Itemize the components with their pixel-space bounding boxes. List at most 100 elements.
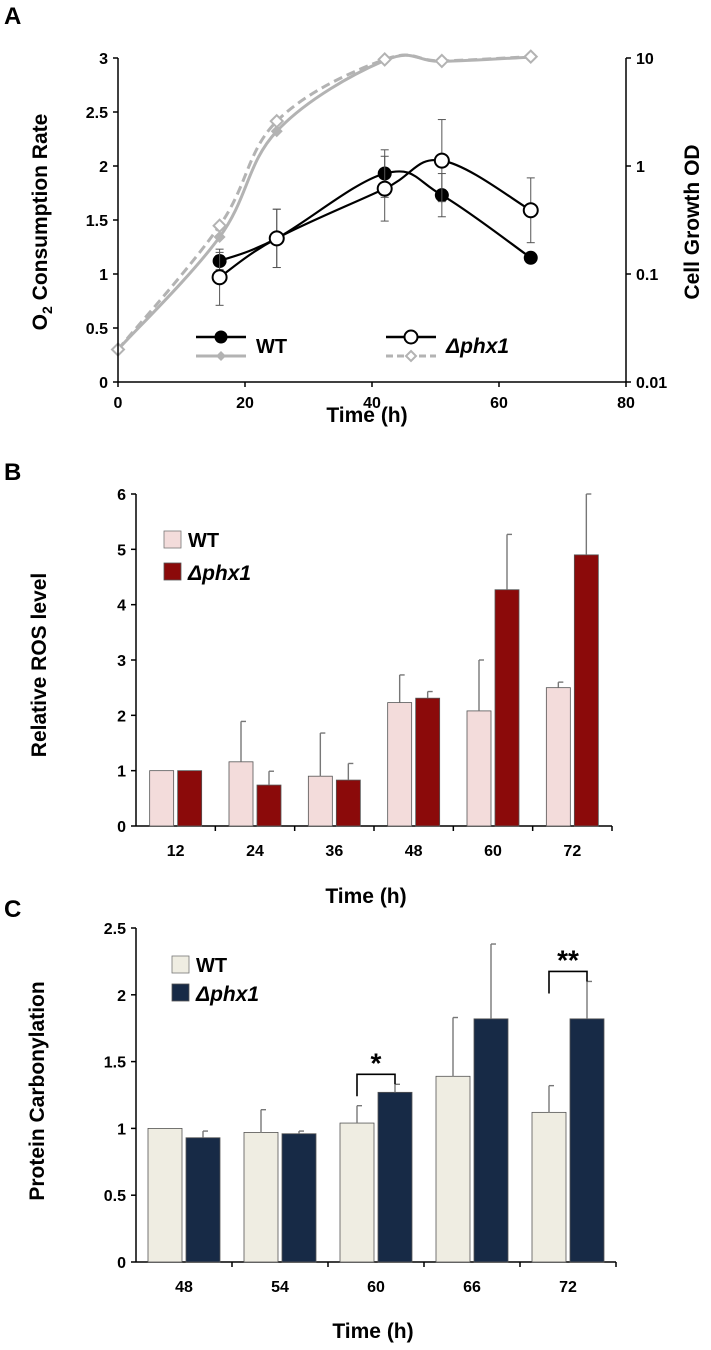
wt-bar — [466, 710, 492, 827]
mutant-bar — [177, 770, 203, 827]
panel-c-y-tick-label: 0 — [117, 1255, 126, 1272]
panel-b-y-tick-label: 0 — [117, 819, 126, 836]
panel-b-x-tick-label: 48 — [405, 843, 423, 860]
panel-b-y-tick-label: 6 — [117, 487, 126, 504]
wt-bar — [387, 702, 413, 827]
panel-a-y2-tick-label: 0.01 — [636, 375, 667, 392]
panel-a-line-chart: 0 0.5 1 1.5 2 2.5 3 0 20 40 60 800.01 0.1 1 10 Time (h… — [29, 49, 704, 427]
wt-bar — [243, 1132, 279, 1263]
legend-wt-label: WT — [256, 336, 287, 358]
mutant-growth-point — [269, 113, 285, 129]
legend-wt-swatch — [171, 955, 190, 974]
panel-label-b: B — [4, 459, 21, 486]
panel-a-x-tick-label: 0 — [114, 395, 123, 412]
panel-b-x-axis-label: Time (h) — [325, 885, 406, 908]
panel-b-x-tick-label: 12 — [167, 843, 185, 860]
mutant-o2-point — [522, 202, 539, 219]
panel-c-y-tick-label: 1.5 — [104, 1055, 126, 1072]
mutant-bar — [494, 589, 520, 827]
panel-label-a: A — [4, 3, 21, 30]
significance-bracket — [548, 970, 588, 994]
panel-b-x-tick-label: 60 — [484, 843, 502, 860]
panel-a-x-tick-label: 20 — [236, 395, 254, 412]
panel-c-y-tick-label: 1 — [117, 1121, 126, 1138]
wt-o2-line — [219, 170, 532, 263]
panel-c-legend: WT Δphx1 — [171, 955, 259, 1006]
panel-c-y-tick-label: 2 — [117, 988, 126, 1005]
mutant-bar — [185, 1137, 221, 1263]
wt-bar — [307, 775, 333, 827]
wt-growth-line — [116, 53, 531, 351]
panel-a-y2-axis-label: Cell Growth OD — [681, 144, 704, 299]
significance-marker: * — [371, 1047, 382, 1078]
panel-b-legend: WT Δphx1 — [163, 530, 251, 585]
panel-b-y-tick-label: 5 — [117, 542, 126, 559]
wt-bar — [339, 1122, 375, 1263]
panel-a-x-axis-label: Time (h) — [326, 404, 407, 427]
y-label-o: O — [29, 314, 52, 330]
panel-b-y-tick-label: 3 — [117, 653, 126, 670]
mutant-bar — [377, 1091, 413, 1263]
panel-a-x-tick-label: 80 — [617, 395, 635, 412]
mutant-o2-point — [433, 152, 450, 169]
panel-a-y-axis-label: O2 Consumption Rate — [29, 114, 55, 331]
legend-mut-growth-marker — [404, 349, 418, 363]
legend-wt-label: WT — [196, 955, 227, 977]
panel-a-x-tick-label: 60 — [490, 395, 508, 412]
panel-a-y-tick-label: 0.5 — [86, 321, 108, 338]
panel-c-bar-chart: 00.511.522.548 54 60 66 72 *** Time (h) Prot… — [26, 921, 617, 1343]
panel-c-x-tick-label: 54 — [271, 1279, 289, 1296]
wt-o2-point — [523, 250, 538, 265]
panel-c-x-tick-label: 72 — [559, 1279, 577, 1296]
panel-c-x-axis-label: Time (h) — [332, 1320, 413, 1343]
wt-bar — [228, 761, 254, 827]
legend-wt-label: WT — [188, 530, 219, 552]
legend-mut-o2-marker — [403, 329, 419, 345]
mutant-o2-point — [376, 180, 393, 197]
panel-b-y-tick-label: 1 — [117, 764, 126, 781]
wt-bar — [435, 1075, 471, 1263]
panel-c-y-axis-label: Protein Carbonylation — [26, 981, 49, 1200]
panel-a-y-tick-label: 1.5 — [86, 213, 108, 230]
mutant-bar — [256, 784, 282, 827]
mutant-bar — [473, 1018, 509, 1263]
panel-a-y-tick-label: 2.5 — [86, 105, 108, 122]
legend-mut-swatch — [171, 983, 190, 1002]
legend-wt-swatch — [163, 530, 182, 549]
mutant-growth-point — [523, 49, 539, 65]
legend-mut-label: Δphx1 — [187, 562, 251, 585]
panel-c-x-tick-label: 60 — [367, 1279, 385, 1296]
mutant-growth-point — [434, 53, 450, 69]
wt-bar — [149, 770, 175, 827]
mutant-growth-point — [212, 218, 228, 234]
significance-bracket — [356, 1073, 396, 1097]
panel-b-y-tick-label: 2 — [117, 708, 126, 725]
panel-b-y-axis-label: Relative ROS level — [28, 573, 51, 757]
legend-mut-label: Δphx1 — [195, 983, 259, 1006]
panel-b-x-tick-label: 24 — [246, 843, 264, 860]
panel-c-x-tick-label: 66 — [463, 1279, 481, 1296]
mutant-o2-point — [211, 269, 228, 286]
wt-bar — [147, 1128, 183, 1263]
mutant-bar — [415, 697, 441, 827]
panel-a-y-tick-label: 1 — [99, 267, 108, 284]
legend-mut-swatch — [163, 562, 182, 581]
wt-bar — [545, 687, 571, 827]
legend-wt-o2-marker — [214, 330, 228, 344]
mutant-bar — [569, 1018, 605, 1263]
panel-a-y2-tick-label: 1 — [636, 159, 645, 176]
y-label-subscript: 2 — [39, 306, 55, 314]
panel-a-y2-tick-label: 10 — [636, 51, 654, 68]
y-label-rest: Consumption Rate — [29, 114, 52, 307]
panel-label-c: C — [4, 896, 21, 923]
panel-b-x-tick-label: 36 — [325, 843, 343, 860]
mutant-o2-point — [268, 230, 285, 247]
mutant-bar — [573, 554, 599, 827]
panel-a-legend: WT Δphx1 — [196, 329, 509, 363]
wt-growth-point — [270, 125, 283, 138]
legend-wt-growth-marker — [216, 351, 226, 361]
mutant-bar — [281, 1133, 317, 1263]
legend-mut-label: Δphx1 — [445, 335, 509, 358]
